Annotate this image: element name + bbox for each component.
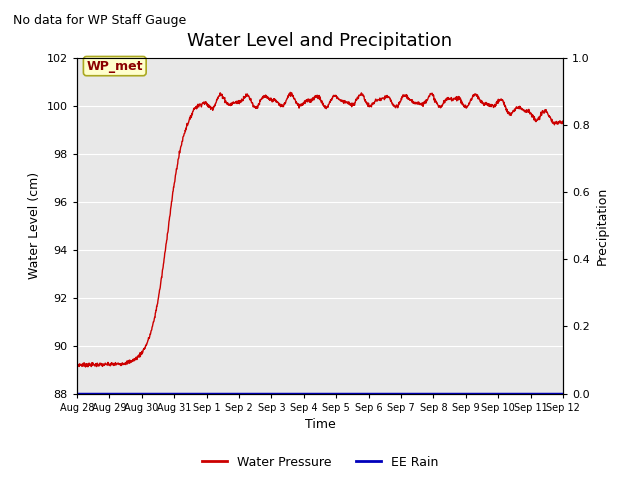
Water Pressure [287,89,294,95]
EE Rain [289,391,297,396]
X-axis label: Time: Time [305,418,335,431]
EE Rain [73,391,81,396]
EE Rain [349,391,357,396]
EE Rain [111,391,118,396]
EE Rain [279,391,287,396]
Line: Water Pressure: Water Pressure [77,92,563,367]
EE Rain [131,391,138,396]
Legend: Water Pressure, EE Rain: Water Pressure, EE Rain [196,451,444,474]
Water Pressure [131,358,138,363]
Water Pressure [82,364,90,370]
Y-axis label: Precipitation: Precipitation [596,186,609,265]
EE Rain [298,391,306,396]
Water Pressure [73,360,81,366]
Water Pressure [559,120,567,126]
Water Pressure [299,101,307,107]
Y-axis label: Water Level (cm): Water Level (cm) [28,172,41,279]
Text: WP_met: WP_met [86,60,143,72]
Title: Water Level and Precipitation: Water Level and Precipitation [188,33,452,50]
Water Pressure [280,104,287,109]
EE Rain [559,391,567,396]
Water Pressure [350,101,358,107]
Water Pressure [290,96,298,102]
Water Pressure [111,362,118,368]
Text: No data for WP Staff Gauge: No data for WP Staff Gauge [13,14,186,27]
